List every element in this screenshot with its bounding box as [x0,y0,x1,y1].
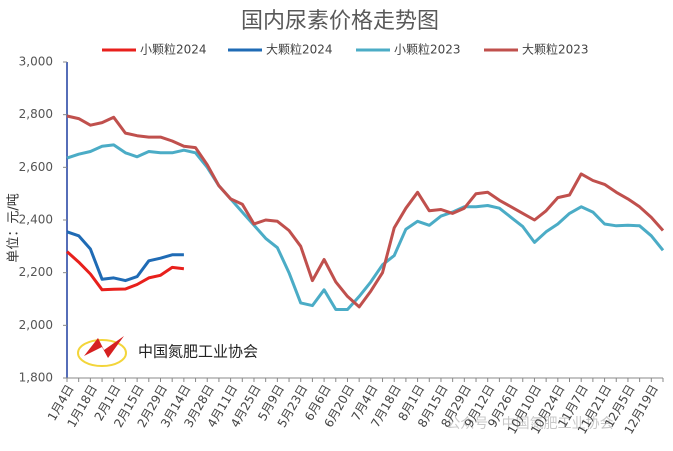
logo [77,336,127,367]
legend-label: 小颗粒2024 [140,42,207,57]
series-line [66,114,665,309]
y-tick-label: 2,400 [19,213,53,227]
y-tick-label: 3,000 [19,55,53,69]
series-line [66,230,184,283]
series-line [65,250,185,292]
y-tick-label: 2,800 [19,107,53,121]
y-tick-label: 2,000 [19,318,53,332]
legend-label: 小颗粒2023 [394,42,461,57]
logo-text: 中国氮肥工业协会 [138,343,258,361]
legend-label: 大颗粒2023 [522,42,589,57]
series-line [66,143,665,311]
y-tick-label: 2,600 [19,160,53,174]
chart-title: 国内尿素价格走势图 [241,9,439,34]
watermark: 公众号 · 中国氮肥工业协会 [446,416,613,432]
y-tick-label: 1,800 [19,371,53,385]
legend-label: 大颗粒2024 [266,42,333,57]
y-tick-label: 2,200 [19,265,53,279]
y-axis-label: 单位：元/吨 [7,193,22,262]
